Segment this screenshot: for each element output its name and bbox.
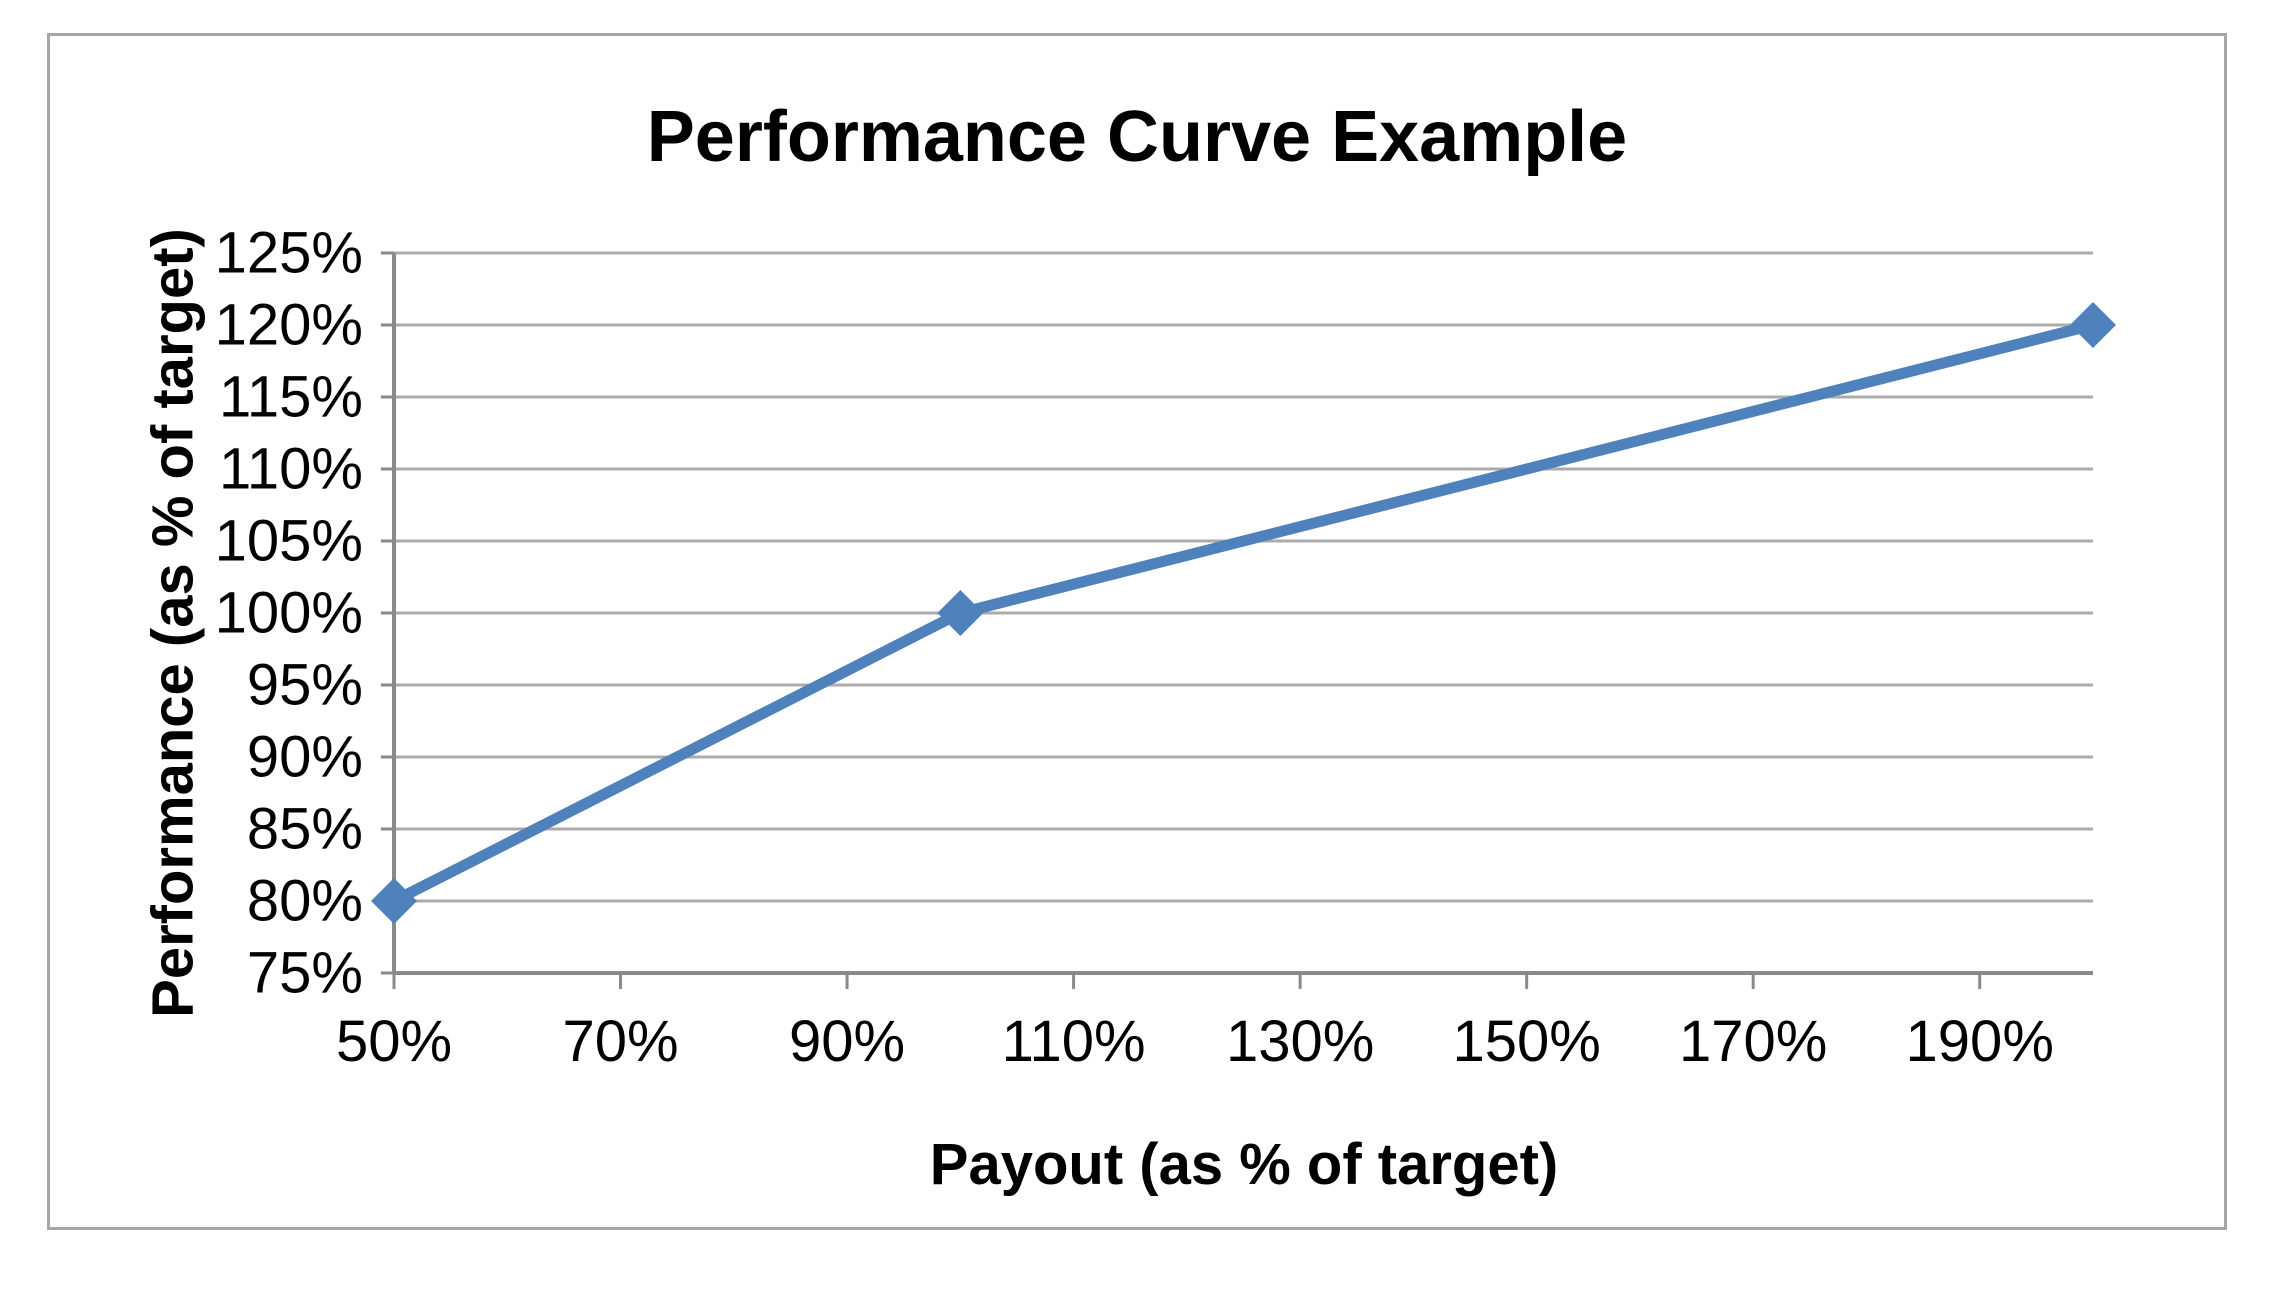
y-tick-label: 120% [214, 292, 363, 358]
x-tick-label: 190% [1905, 1009, 2054, 1074]
data-point-marker [937, 590, 984, 636]
x-tick-label: 50% [335, 1009, 453, 1074]
y-tick-label: 125% [214, 220, 363, 286]
x-tick-label: 90% [789, 1009, 906, 1074]
chart-title: Performance Curve Example [646, 97, 1628, 177]
x-axis-title: Payout (as % of target) [929, 1132, 1559, 1197]
x-tick-label: 110% [1001, 1009, 1146, 1074]
data-point-marker [371, 878, 417, 924]
x-tick-label: 170% [1679, 1009, 1828, 1074]
y-tick-label: 75% [246, 940, 363, 1006]
y-tick-label: 85% [246, 796, 363, 862]
y-tick-label: 115% [218, 364, 363, 430]
x-tick-label: 130% [1225, 1009, 1375, 1074]
chart-frame: Performance Curve Example Performance (a… [47, 33, 2227, 1230]
x-tick-label: 150% [1452, 1009, 1601, 1074]
y-tick-label: 80% [246, 868, 363, 934]
data-point-marker [2070, 302, 2116, 348]
y-tick-label: 105% [214, 508, 363, 574]
x-tick-label: 70% [562, 1009, 679, 1074]
y-tick-label: 90% [246, 724, 363, 790]
y-tick-label: 100% [214, 580, 363, 646]
plot-area [371, 251, 2116, 989]
y-tick-label: 95% [246, 652, 363, 718]
y-tick-label: 110% [218, 436, 363, 502]
